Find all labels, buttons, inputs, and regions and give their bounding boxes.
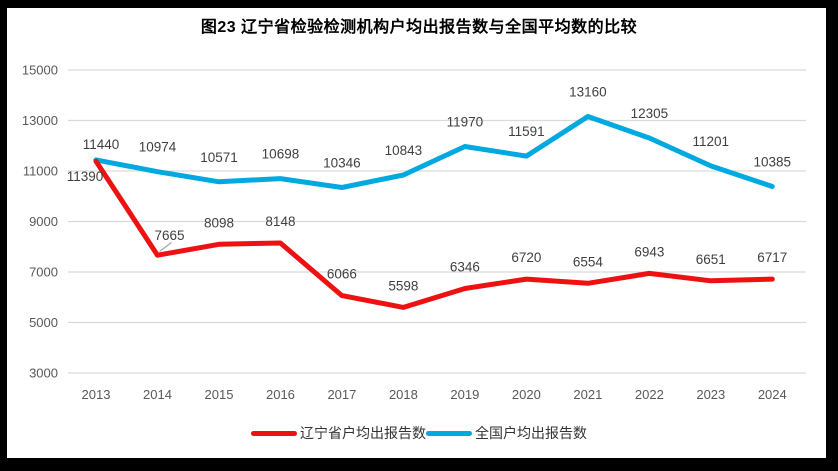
x-axis-label: 2023 <box>696 387 725 402</box>
x-axis-label: 2019 <box>450 387 479 402</box>
x-axis-label: 2018 <box>389 387 418 402</box>
legend-swatch-red-line <box>251 430 297 436</box>
y-axis-label: 15000 <box>22 63 58 78</box>
data-label-liaoning: 5598 <box>388 278 418 293</box>
data-label-liaoning: 8098 <box>204 215 234 230</box>
series-line-liaoning <box>93 158 775 310</box>
x-axis-label: 2014 <box>143 387 172 402</box>
data-label-liaoning: 6066 <box>327 267 357 282</box>
series-line-national <box>93 114 775 190</box>
data-label-national: 10698 <box>262 147 300 162</box>
x-axis-label: 2016 <box>266 387 295 402</box>
x-axis-label: 2015 <box>205 387 234 402</box>
y-axis-label: 5000 <box>29 315 58 330</box>
x-axis-label: 2022 <box>635 387 664 402</box>
legend-label-liaoning: 辽宁省户均出报告数 <box>300 425 426 441</box>
y-axis-label: 13000 <box>22 113 58 128</box>
legend-item-liaoning: 辽宁省户均出报告数 <box>251 423 426 443</box>
x-axis-label: 2020 <box>512 387 541 402</box>
frame-bottom-bar <box>0 458 838 471</box>
frame-top-bar <box>0 0 838 8</box>
y-axis-label: 9000 <box>29 214 58 229</box>
data-label-liaoning: 7665 <box>154 228 184 243</box>
data-label-national: 13160 <box>569 84 607 99</box>
legend-label-national: 全国户均出报告数 <box>475 425 587 441</box>
y-axis-label: 3000 <box>29 366 58 381</box>
data-label-liaoning: 8148 <box>265 214 295 229</box>
data-label-national: 11201 <box>693 134 730 149</box>
y-axis-label: 11000 <box>23 164 58 179</box>
data-label-national: 11970 <box>447 115 484 130</box>
legend-swatch-blue-line <box>426 430 472 436</box>
chart-title: 图23 辽宁省检验检测机构户均出报告数与全国平均数的比较 <box>200 19 638 36</box>
chart-legend: 辽宁省户均出报告数 全国户均出报告数 <box>0 424 838 442</box>
data-label-national: 11591 <box>508 124 545 139</box>
data-label-national: 10974 <box>139 140 177 155</box>
legend-item-national: 全国户均出报告数 <box>426 423 587 443</box>
data-label-national: 10385 <box>754 155 792 170</box>
data-label-national: 11440 <box>83 137 120 152</box>
data-label-liaoning: 6346 <box>450 260 480 275</box>
data-label-liaoning: 6720 <box>511 250 541 265</box>
data-label-national: 10843 <box>385 143 423 158</box>
x-axis-label: 2013 <box>82 387 111 402</box>
data-label-national: 12305 <box>631 106 669 121</box>
data-label-national: 10571 <box>200 150 238 165</box>
data-label-liaoning: 6554 <box>573 254 604 269</box>
frame-left-bar <box>0 0 7 471</box>
data-label-national: 10346 <box>323 156 361 171</box>
y-axis-label: 7000 <box>29 265 58 280</box>
x-axis-label: 2024 <box>758 387 787 402</box>
data-label-liaoning: 11390 <box>67 169 104 184</box>
data-label-liaoning: 6717 <box>757 250 787 265</box>
label-leader-line <box>159 241 172 253</box>
data-label-liaoning: 6943 <box>634 244 664 259</box>
x-axis-label: 2021 <box>573 387 602 402</box>
data-label-liaoning: 6651 <box>696 252 726 267</box>
x-axis-label: 2017 <box>327 387 356 402</box>
frame-right-bar <box>826 0 838 471</box>
